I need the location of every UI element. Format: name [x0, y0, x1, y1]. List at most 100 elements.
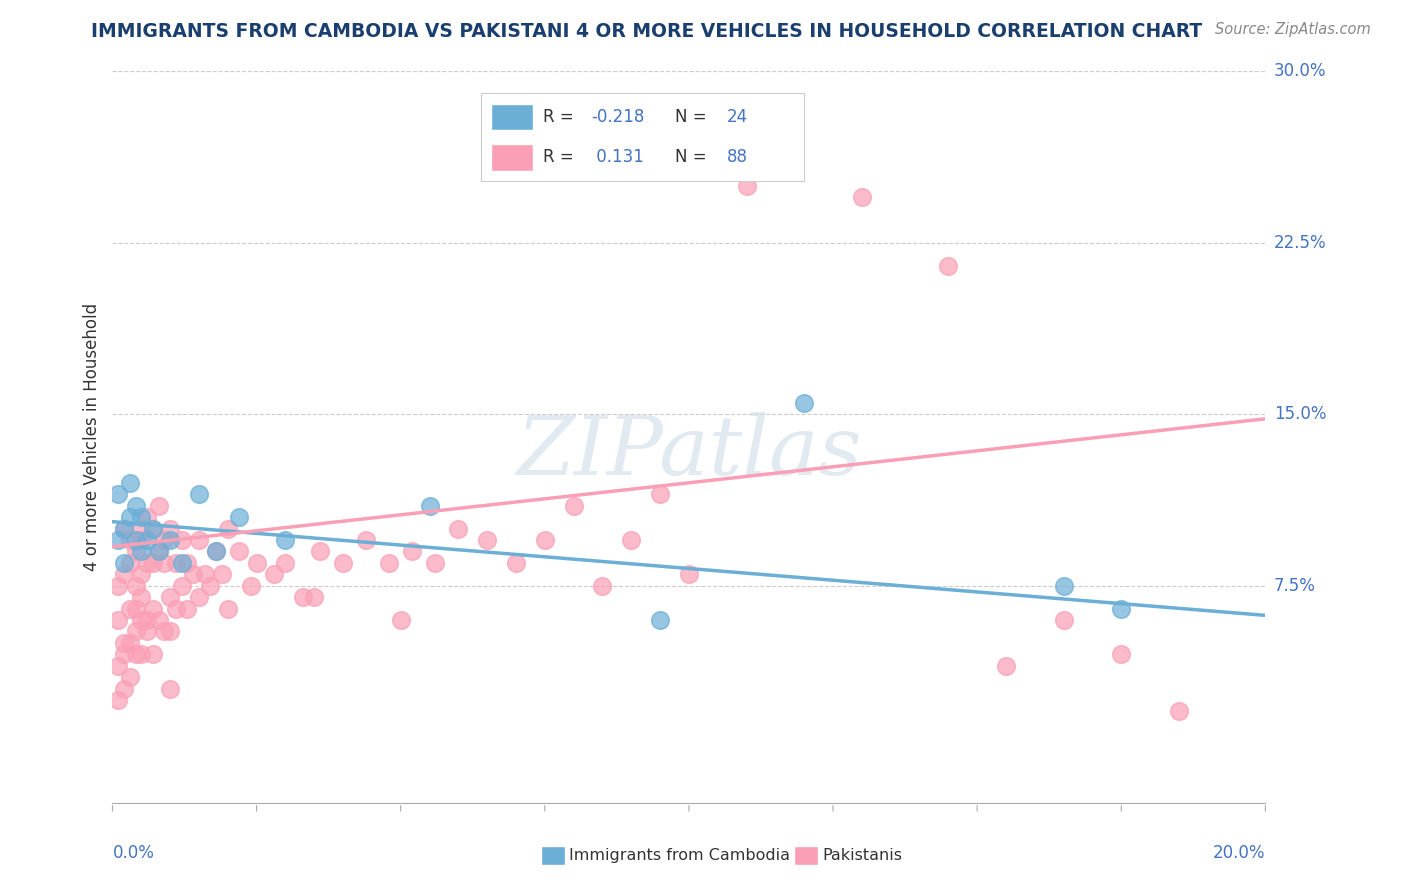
- Point: [107, 487, 129, 501]
- Point: [124, 533, 146, 547]
- Point: [793, 396, 815, 410]
- Point: [200, 579, 222, 593]
- Point: [129, 510, 153, 524]
- Point: [1053, 579, 1076, 593]
- Point: [1111, 601, 1133, 615]
- Point: [153, 533, 176, 547]
- Point: [181, 567, 204, 582]
- Point: [124, 624, 146, 639]
- Text: 15.0%: 15.0%: [1274, 405, 1326, 423]
- Point: [159, 624, 181, 639]
- Point: [1167, 705, 1189, 719]
- Point: [142, 601, 165, 615]
- Point: [136, 624, 159, 639]
- Point: [228, 510, 250, 524]
- Text: Source: ZipAtlas.com: Source: ZipAtlas.com: [1215, 22, 1371, 37]
- Point: [239, 579, 262, 593]
- Point: [142, 521, 165, 535]
- Point: [153, 556, 176, 570]
- Point: [378, 556, 401, 570]
- Point: [118, 533, 141, 547]
- Point: [274, 533, 297, 547]
- Point: [354, 533, 377, 547]
- Point: [112, 647, 135, 661]
- Point: [129, 533, 153, 547]
- Point: [136, 613, 159, 627]
- Point: [118, 601, 141, 615]
- Point: [118, 475, 141, 490]
- Point: [263, 567, 285, 582]
- Point: [124, 544, 146, 558]
- Point: [188, 533, 211, 547]
- Point: [165, 601, 187, 615]
- Point: [148, 544, 170, 558]
- Text: ZIPatlas: ZIPatlas: [516, 412, 862, 491]
- Point: [129, 521, 153, 535]
- Point: [592, 579, 614, 593]
- Point: [389, 613, 412, 627]
- Point: [129, 613, 153, 627]
- Point: [112, 636, 135, 650]
- Point: [124, 499, 146, 513]
- Point: [936, 259, 959, 273]
- Point: [112, 521, 135, 535]
- Text: 22.5%: 22.5%: [1274, 234, 1326, 252]
- Point: [118, 510, 141, 524]
- Point: [170, 579, 193, 593]
- Point: [118, 636, 141, 650]
- Point: [401, 544, 423, 558]
- Point: [107, 533, 129, 547]
- Text: 20.0%: 20.0%: [1213, 845, 1265, 863]
- Text: IMMIGRANTS FROM CAMBODIA VS PAKISTANI 4 OR MORE VEHICLES IN HOUSEHOLD CORRELATIO: IMMIGRANTS FROM CAMBODIA VS PAKISTANI 4 …: [91, 22, 1202, 41]
- Point: [118, 670, 141, 684]
- Point: [505, 556, 527, 570]
- Point: [129, 647, 153, 661]
- Point: [291, 590, 314, 604]
- Point: [534, 533, 557, 547]
- Point: [107, 693, 129, 707]
- Point: [211, 567, 233, 582]
- Point: [129, 544, 153, 558]
- Point: [194, 567, 217, 582]
- Point: [562, 499, 585, 513]
- Point: [274, 556, 297, 570]
- Point: [246, 556, 269, 570]
- Point: [112, 556, 135, 570]
- Point: [176, 601, 198, 615]
- Point: [995, 658, 1018, 673]
- Point: [188, 590, 211, 604]
- Point: [159, 681, 181, 696]
- Text: 7.5%: 7.5%: [1274, 576, 1316, 595]
- Point: [217, 521, 239, 535]
- Point: [620, 533, 643, 547]
- Point: [650, 613, 672, 627]
- Point: [129, 590, 153, 604]
- Point: [107, 658, 129, 673]
- Y-axis label: 4 or more Vehicles in Household: 4 or more Vehicles in Household: [83, 303, 101, 571]
- Point: [205, 544, 228, 558]
- Point: [107, 579, 129, 593]
- Point: [118, 556, 141, 570]
- Point: [1053, 613, 1076, 627]
- Point: [650, 487, 672, 501]
- Point: [475, 533, 499, 547]
- Point: [124, 601, 146, 615]
- Point: [170, 556, 193, 570]
- Point: [107, 613, 129, 627]
- Point: [148, 499, 170, 513]
- Point: [148, 544, 170, 558]
- Point: [129, 567, 153, 582]
- Point: [332, 556, 354, 570]
- Point: [447, 521, 470, 535]
- Text: Pakistanis: Pakistanis: [823, 848, 903, 863]
- Point: [170, 533, 193, 547]
- Point: [309, 544, 332, 558]
- Point: [159, 533, 181, 547]
- Point: [112, 521, 135, 535]
- Point: [176, 556, 198, 570]
- Point: [112, 681, 135, 696]
- Text: 30.0%: 30.0%: [1274, 62, 1326, 80]
- Point: [228, 544, 250, 558]
- Point: [188, 487, 211, 501]
- Point: [142, 647, 165, 661]
